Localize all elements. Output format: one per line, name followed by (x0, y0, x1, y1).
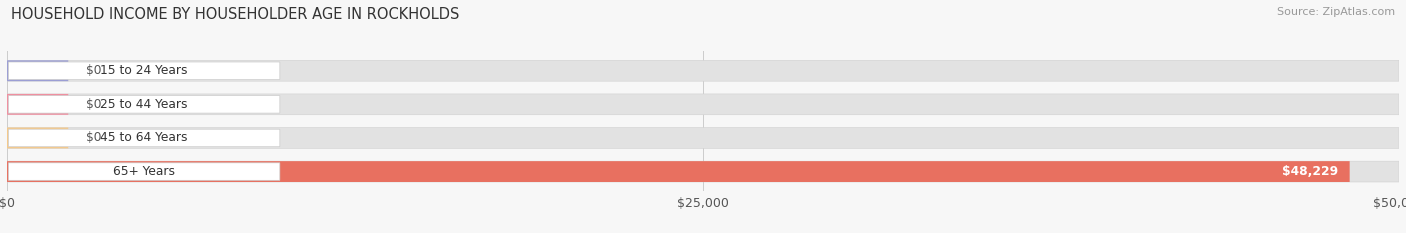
Text: 45 to 64 Years: 45 to 64 Years (100, 131, 188, 144)
FancyBboxPatch shape (7, 127, 1399, 148)
Text: $0: $0 (86, 64, 101, 77)
FancyBboxPatch shape (7, 127, 69, 148)
Text: HOUSEHOLD INCOME BY HOUSEHOLDER AGE IN ROCKHOLDS: HOUSEHOLD INCOME BY HOUSEHOLDER AGE IN R… (11, 7, 460, 22)
FancyBboxPatch shape (7, 60, 1399, 81)
FancyBboxPatch shape (8, 96, 280, 113)
FancyBboxPatch shape (7, 94, 1399, 115)
Text: 25 to 44 Years: 25 to 44 Years (100, 98, 188, 111)
FancyBboxPatch shape (8, 163, 280, 180)
Text: $0: $0 (86, 131, 101, 144)
Text: Source: ZipAtlas.com: Source: ZipAtlas.com (1277, 7, 1395, 17)
FancyBboxPatch shape (8, 129, 280, 147)
FancyBboxPatch shape (8, 62, 280, 79)
FancyBboxPatch shape (7, 94, 69, 115)
FancyBboxPatch shape (7, 60, 69, 81)
Text: 15 to 24 Years: 15 to 24 Years (100, 64, 188, 77)
Text: $0: $0 (86, 98, 101, 111)
FancyBboxPatch shape (7, 161, 1399, 182)
Text: $48,229: $48,229 (1282, 165, 1339, 178)
FancyBboxPatch shape (7, 161, 1350, 182)
Text: 65+ Years: 65+ Years (112, 165, 176, 178)
